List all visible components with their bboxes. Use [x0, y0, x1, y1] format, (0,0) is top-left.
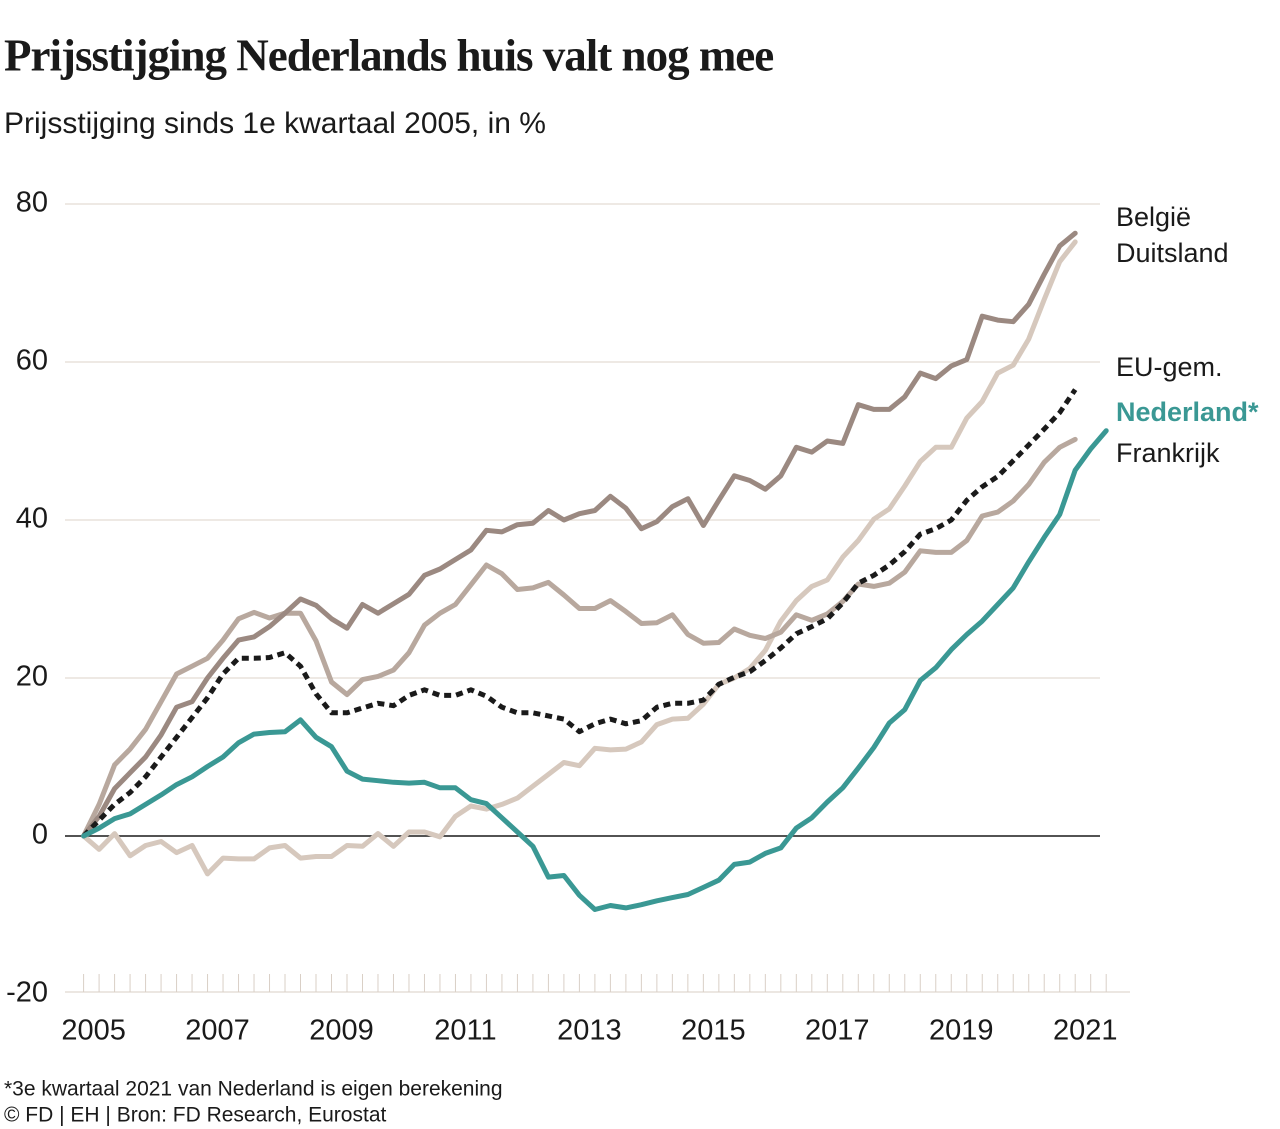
- legend-label: België: [1116, 202, 1191, 232]
- y-tick-label: 60: [16, 345, 48, 377]
- series-line: [81, 230, 1078, 839]
- y-tick-label: 80: [16, 187, 48, 219]
- x-tick-label: 2021: [1053, 1015, 1118, 1047]
- x-tick-label: 2017: [805, 1015, 870, 1047]
- x-tick-label: 2005: [61, 1015, 126, 1047]
- series-line: [81, 428, 1109, 912]
- legend-label: Frankrijk: [1116, 438, 1220, 468]
- x-tick-label: 2007: [185, 1015, 250, 1047]
- legend-label: Nederland*: [1116, 397, 1259, 427]
- x-tick-label: 2019: [929, 1015, 994, 1047]
- footnote: *3e kwartaal 2021 van Nederland is eigen…: [4, 1078, 503, 1101]
- series-line: [81, 239, 1078, 877]
- x-tick-label: 2011: [434, 1015, 496, 1047]
- series-line: [81, 436, 1078, 839]
- chart-title: Prijsstijging Nederlands huis valt nog m…: [4, 30, 773, 80]
- chart-subtitle: Prijsstijging sinds 1e kwartaal 2005, in…: [4, 107, 546, 140]
- series-line: [81, 388, 1078, 838]
- source: © FD | EH | Bron: FD Research, Eurostat: [4, 1104, 386, 1127]
- x-tick-label: 2009: [309, 1015, 374, 1047]
- legend-label: Duitsland: [1116, 238, 1229, 268]
- legend-label: EU-gem.: [1116, 352, 1223, 382]
- y-tick-label: -20: [6, 977, 48, 1009]
- x-tick-label: 2013: [557, 1015, 622, 1047]
- y-tick-label: 20: [16, 661, 48, 693]
- y-tick-label: 40: [16, 503, 48, 535]
- y-tick-label: 0: [32, 819, 48, 851]
- x-tick-label: 2015: [681, 1015, 746, 1047]
